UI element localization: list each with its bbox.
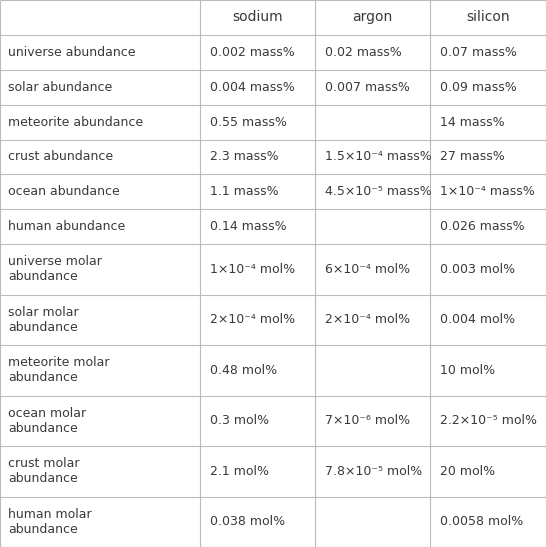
Text: 2×10⁻⁴ mol%: 2×10⁻⁴ mol%	[210, 313, 295, 327]
Text: ocean abundance: ocean abundance	[8, 185, 120, 199]
Text: 2.3 mass%: 2.3 mass%	[210, 150, 278, 164]
Text: 1×10⁻⁴ mol%: 1×10⁻⁴ mol%	[210, 263, 295, 276]
Text: human abundance: human abundance	[8, 220, 125, 233]
Text: 0.07 mass%: 0.07 mass%	[440, 46, 517, 59]
Text: crust abundance: crust abundance	[8, 150, 113, 164]
Text: 0.48 mol%: 0.48 mol%	[210, 364, 277, 377]
Text: 4.5×10⁻⁵ mass%: 4.5×10⁻⁵ mass%	[325, 185, 432, 199]
Text: 0.0058 mol%: 0.0058 mol%	[440, 515, 523, 528]
Text: argon: argon	[352, 10, 393, 25]
Text: 2.1 mol%: 2.1 mol%	[210, 465, 269, 478]
Text: 0.55 mass%: 0.55 mass%	[210, 115, 287, 129]
Text: crust molar
abundance: crust molar abundance	[8, 457, 80, 485]
Text: 0.038 mol%: 0.038 mol%	[210, 515, 285, 528]
Text: 0.09 mass%: 0.09 mass%	[440, 81, 517, 94]
Text: 10 mol%: 10 mol%	[440, 364, 495, 377]
Text: 6×10⁻⁴ mol%: 6×10⁻⁴ mol%	[325, 263, 410, 276]
Text: 14 mass%: 14 mass%	[440, 115, 505, 129]
Text: 1×10⁻⁴ mass%: 1×10⁻⁴ mass%	[440, 185, 535, 199]
Text: 0.002 mass%: 0.002 mass%	[210, 46, 295, 59]
Text: universe abundance: universe abundance	[8, 46, 135, 59]
Text: universe molar
abundance: universe molar abundance	[8, 255, 102, 283]
Text: 7.8×10⁻⁵ mol%: 7.8×10⁻⁵ mol%	[325, 465, 422, 478]
Text: 1.5×10⁻⁴ mass%: 1.5×10⁻⁴ mass%	[325, 150, 432, 164]
Text: ocean molar
abundance: ocean molar abundance	[8, 407, 86, 435]
Text: 0.14 mass%: 0.14 mass%	[210, 220, 287, 233]
Text: 1.1 mass%: 1.1 mass%	[210, 185, 278, 199]
Text: sodium: sodium	[232, 10, 283, 25]
Text: solar molar
abundance: solar molar abundance	[8, 306, 79, 334]
Text: 0.003 mol%: 0.003 mol%	[440, 263, 515, 276]
Text: 0.026 mass%: 0.026 mass%	[440, 220, 525, 233]
Text: solar abundance: solar abundance	[8, 81, 112, 94]
Text: 0.02 mass%: 0.02 mass%	[325, 46, 402, 59]
Text: 2.2×10⁻⁵ mol%: 2.2×10⁻⁵ mol%	[440, 414, 537, 427]
Text: 0.004 mass%: 0.004 mass%	[210, 81, 295, 94]
Text: meteorite abundance: meteorite abundance	[8, 115, 143, 129]
Text: 27 mass%: 27 mass%	[440, 150, 505, 164]
Text: 20 mol%: 20 mol%	[440, 465, 495, 478]
Text: meteorite molar
abundance: meteorite molar abundance	[8, 356, 110, 385]
Text: silicon: silicon	[466, 10, 510, 25]
Text: 0.004 mol%: 0.004 mol%	[440, 313, 515, 327]
Text: 7×10⁻⁶ mol%: 7×10⁻⁶ mol%	[325, 414, 410, 427]
Text: 0.007 mass%: 0.007 mass%	[325, 81, 410, 94]
Text: human molar
abundance: human molar abundance	[8, 508, 92, 536]
Text: 2×10⁻⁴ mol%: 2×10⁻⁴ mol%	[325, 313, 410, 327]
Text: 0.3 mol%: 0.3 mol%	[210, 414, 269, 427]
